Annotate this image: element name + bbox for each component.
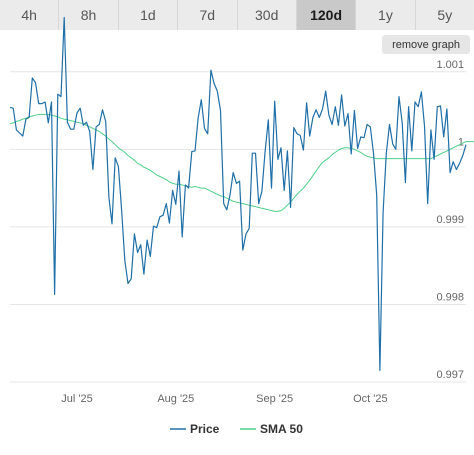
legend-label-sma-50[interactable]: SMA 50 [260, 422, 303, 436]
tab-8h[interactable]: 8h [59, 0, 119, 30]
x-tick-label: Sep '25 [256, 393, 293, 405]
tab-4h[interactable]: 4h [0, 0, 60, 30]
tab-1d[interactable]: 1d [118, 0, 179, 30]
y-tick-label: 1.001 [436, 59, 464, 71]
y-tick-label: 0.998 [436, 291, 464, 303]
x-tick-label: Jul '25 [61, 393, 92, 405]
tab-120d[interactable]: 120d [296, 0, 357, 30]
y-tick-label: 1 [458, 136, 464, 148]
x-tick-label: Aug '25 [157, 393, 194, 405]
tab-30d[interactable]: 30d [237, 0, 297, 30]
series-line-price [9, 16, 467, 371]
y-tick-label: 0.997 [436, 369, 464, 381]
remove-graph-button[interactable]: remove graph [382, 35, 470, 54]
legend-label-price[interactable]: Price [190, 422, 220, 436]
y-tick-label: 0.999 [436, 214, 464, 226]
timeframe-tabs: 4h 8h 1d 7d 30d 120d 1y 5y [0, 0, 474, 30]
x-tick-label: Oct '25 [353, 393, 388, 405]
tab-7d[interactable]: 7d [178, 0, 238, 30]
tab-1y[interactable]: 1y [356, 0, 416, 30]
tab-5y[interactable]: 5y [415, 0, 474, 30]
